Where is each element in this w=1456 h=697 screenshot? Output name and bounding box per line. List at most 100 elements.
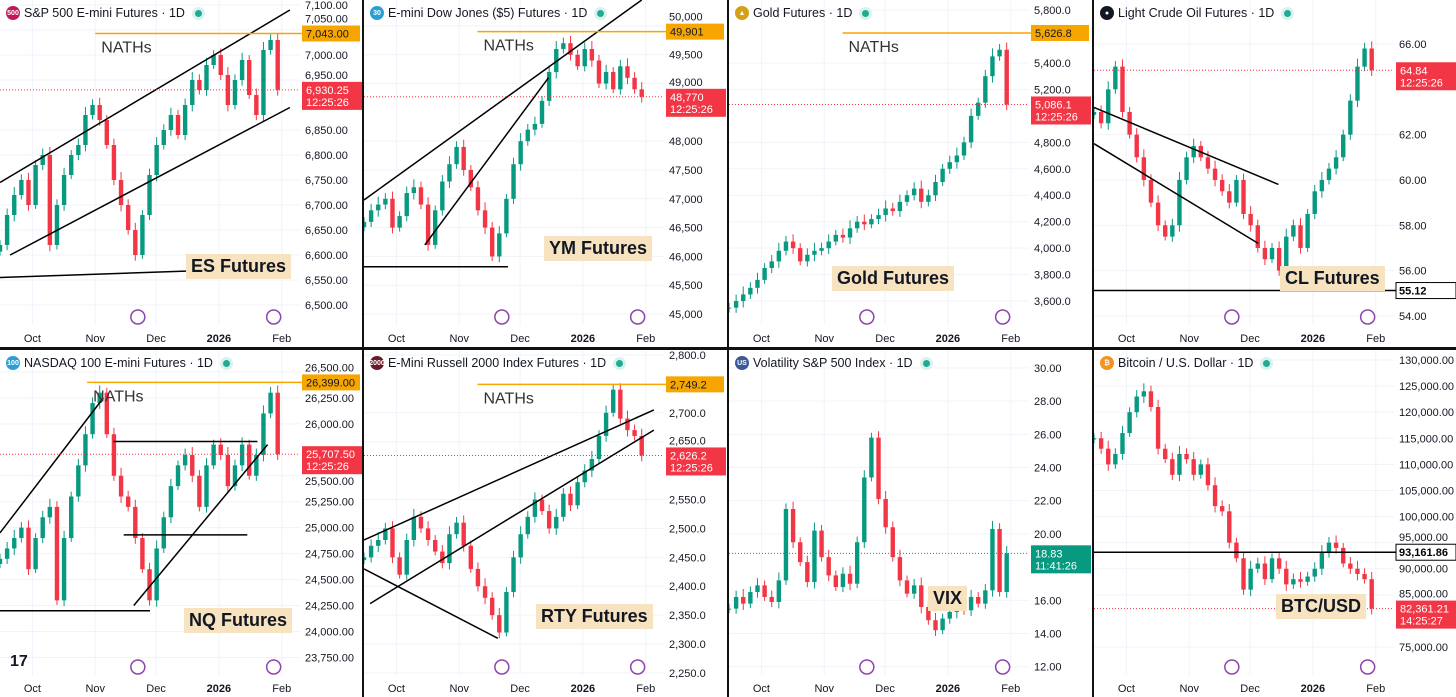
chart-panel-es[interactable]: 7,100.00 7,050.00 7,000.00 6,950.00 6,850.00… — [0, 0, 362, 347]
x-tick-label: 2026 — [207, 333, 231, 345]
jump-icon[interactable] — [1224, 309, 1240, 325]
y-tick-label: 7,000.00 — [305, 50, 348, 62]
trendline[interactable] — [369, 429, 655, 605]
chart-canvas[interactable]: 5,800.0 5,400.0 5,200.0 4,800.0 4,600.0 4,400… — [729, 0, 1091, 347]
chart-title[interactable]: 500 S&P 500 E-mini Futures · 1D — [6, 6, 202, 20]
trendline[interactable] — [0, 9, 291, 184]
chart-canvas[interactable]: 50,000 49,500 49,000 48,000 47,500 47,000 46,5… — [364, 0, 726, 347]
jump-icon[interactable] — [1224, 659, 1240, 675]
lightning-icon[interactable] — [265, 659, 282, 675]
trendline[interactable] — [1094, 106, 1279, 186]
trendline[interactable] — [364, 409, 655, 541]
candle — [1355, 58, 1360, 108]
candle — [926, 189, 931, 207]
candle — [239, 52, 245, 86]
candle — [12, 530, 17, 555]
candle — [54, 199, 60, 250]
lightning-icon[interactable] — [1359, 659, 1376, 675]
trendline[interactable] — [133, 444, 269, 607]
y-tick-label: 105,000.00 — [1399, 485, 1454, 497]
y-tick-label: 28.00 — [1034, 396, 1062, 408]
candle — [190, 446, 195, 483]
candle — [1212, 477, 1218, 513]
support-price-badge — [1395, 282, 1456, 300]
chart-title[interactable]: US Volatility S&P 500 Index · 1D — [735, 356, 930, 370]
market-status-dot-icon — [862, 9, 870, 17]
trendline[interactable] — [1094, 143, 1259, 245]
candle — [1134, 390, 1139, 418]
y-tick-label: 3,600.0 — [1034, 296, 1071, 308]
candle — [1113, 448, 1118, 469]
chart-canvas[interactable]: 30.00 28.00 26.00 24.00 22.00 20.00 16.00 14.00… — [729, 350, 1091, 697]
candle — [790, 234, 796, 254]
jump-icon[interactable] — [130, 309, 146, 325]
chart-canvas[interactable]: 130,000.00 125,000.00 120,000.00 115,000.00… — [1094, 350, 1456, 697]
x-tick-label: Nov — [449, 683, 469, 695]
chart-canvas[interactable]: 2,800.0 2,700.0 2,650.0 2,550.0 2,500.0 2,450… — [364, 350, 726, 697]
candle — [618, 59, 623, 95]
y-tick-label: 58.00 — [1399, 220, 1427, 232]
chart-panel-rty[interactable]: 2,800.0 2,700.0 2,650.0 2,550.0 2,500.0 2,450… — [364, 350, 726, 697]
x-tick-label: Feb — [636, 683, 655, 695]
chart-title[interactable]: 100 NASDAQ 100 E-mini Futures · 1D — [6, 356, 230, 370]
candle — [118, 172, 124, 212]
lightning-icon[interactable] — [265, 309, 282, 325]
chart-title[interactable]: 2000 E-Mini Russell 2000 Index Futures · … — [369, 356, 624, 370]
trendline[interactable] — [0, 397, 104, 534]
bar-countdown: 12:25:26 — [670, 104, 713, 116]
chart-panel-crude-oil[interactable]: 66.00 62.00 60.00 58.00 56.00 54.00 Oct Nov Dec 2… — [1094, 0, 1456, 347]
candle — [19, 522, 24, 543]
jump-icon[interactable] — [859, 659, 875, 675]
lightning-icon[interactable] — [994, 659, 1011, 675]
candle — [783, 235, 789, 256]
symbol-title: E-Mini Russell 2000 Index Futures · 1D — [388, 356, 607, 370]
trendline[interactable] — [9, 106, 291, 256]
candle — [247, 439, 252, 480]
chart-panel-nq[interactable]: 26,500.00 26,250.00 26,000.00 25,500.00 25,2… — [0, 350, 362, 697]
candle — [140, 210, 145, 259]
candle — [69, 491, 74, 542]
jump-icon[interactable] — [130, 659, 146, 675]
panel-divider[interactable] — [0, 347, 1456, 350]
candle — [525, 123, 530, 146]
x-tick-label: 2026 — [936, 683, 960, 695]
y-tick-label: 26.00 — [1034, 429, 1062, 441]
candle — [411, 179, 417, 200]
chart-canvas[interactable]: 7,100.00 7,050.00 7,000.00 6,950.00 6,850.00… — [0, 0, 362, 347]
chart-panel-gold[interactable]: 5,800.0 5,400.0 5,200.0 4,800.0 4,600.0 4,400… — [729, 0, 1091, 347]
candle — [1205, 457, 1211, 491]
chart-panel-btc[interactable]: 130,000.00 125,000.00 120,000.00 115,000.00… — [1094, 350, 1456, 697]
chart-title[interactable]: ● Light Crude Oil Futures · 1D — [1100, 6, 1292, 20]
candle — [247, 55, 252, 99]
x-tick-label: Nov — [449, 333, 469, 345]
chart-title[interactable]: ₿ Bitcoin / U.S. Dollar · 1D — [1100, 356, 1271, 370]
lightning-icon[interactable] — [994, 309, 1011, 325]
nath-price-label: 2,749.2 — [670, 379, 707, 391]
candle — [268, 34, 273, 55]
jump-icon[interactable] — [859, 309, 875, 325]
jump-icon[interactable] — [494, 309, 510, 325]
lightning-icon[interactable] — [1359, 309, 1376, 325]
y-tick-label: 47,500 — [669, 165, 703, 177]
lightning-icon[interactable] — [629, 659, 646, 675]
lightning-icon[interactable] — [629, 309, 646, 325]
chart-title[interactable]: ▲ Gold Futures · 1D — [735, 6, 870, 20]
chart-canvas[interactable]: 66.00 62.00 60.00 58.00 56.00 54.00 Oct Nov Dec 2… — [1094, 0, 1456, 347]
chart-panel-ym[interactable]: 50,000 49,500 49,000 48,000 47,500 47,000 46,5… — [364, 0, 726, 347]
candle — [1362, 568, 1367, 584]
trendline[interactable] — [424, 77, 550, 246]
jump-icon[interactable] — [494, 659, 510, 675]
chart-title[interactable]: 30 E-mini Dow Jones ($5) Futures · 1D — [370, 6, 605, 20]
trendline[interactable] — [364, 0, 643, 201]
symbol-logo-icon: ▲ — [735, 6, 749, 20]
candle — [147, 168, 152, 221]
candle — [890, 521, 895, 562]
candle — [1098, 431, 1104, 454]
chart-canvas[interactable]: 26,500.00 26,250.00 26,000.00 25,500.00 25,2… — [0, 350, 362, 697]
trendline[interactable] — [364, 568, 499, 639]
x-tick-label: Oct — [24, 683, 41, 695]
y-tick-label: 46,000 — [669, 251, 703, 263]
candle — [933, 174, 938, 202]
symbol-logo-icon: 2000 — [369, 356, 385, 370]
chart-panel-vix[interactable]: 30.00 28.00 26.00 24.00 22.00 20.00 16.00 14.00… — [729, 350, 1091, 697]
